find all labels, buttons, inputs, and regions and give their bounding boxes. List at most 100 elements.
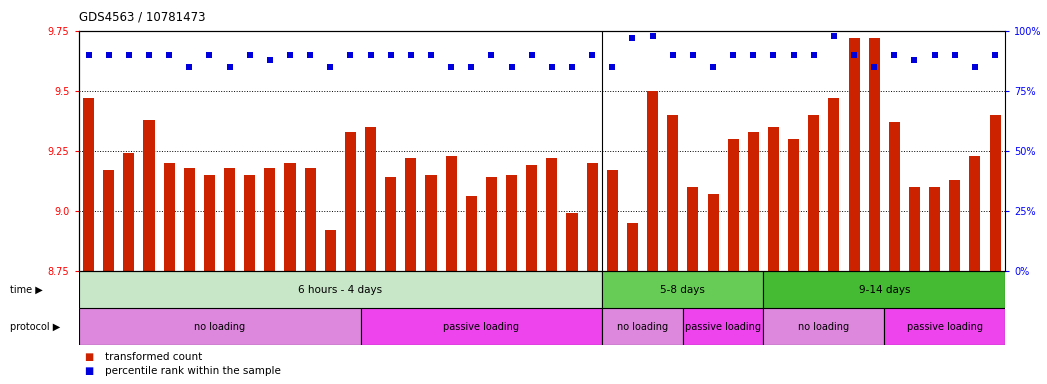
Bar xyxy=(788,139,799,271)
Text: passive loading: passive loading xyxy=(443,322,519,332)
Text: time ▶: time ▶ xyxy=(10,285,43,295)
Bar xyxy=(264,168,275,271)
Point xyxy=(342,52,359,58)
Text: GDS4563 / 10781473: GDS4563 / 10781473 xyxy=(79,10,205,23)
Bar xyxy=(244,175,255,271)
Bar xyxy=(763,308,885,345)
Bar xyxy=(885,308,1005,345)
Bar xyxy=(285,163,295,271)
Point xyxy=(120,52,137,58)
Bar xyxy=(889,122,899,271)
Bar xyxy=(728,139,739,271)
Bar xyxy=(828,98,840,271)
Bar xyxy=(385,177,396,271)
Point xyxy=(805,52,822,58)
Point xyxy=(846,52,863,58)
Bar xyxy=(486,177,497,271)
Point xyxy=(483,52,499,58)
Point xyxy=(785,52,802,58)
Point xyxy=(524,52,540,58)
Text: ■: ■ xyxy=(84,353,93,362)
Bar xyxy=(683,308,763,345)
Point xyxy=(886,52,903,58)
Point xyxy=(262,56,279,63)
Point xyxy=(81,52,97,58)
Point xyxy=(382,52,399,58)
Point xyxy=(946,52,963,58)
Point xyxy=(927,52,943,58)
Text: percentile rank within the sample: percentile rank within the sample xyxy=(105,366,281,376)
Point xyxy=(906,56,922,63)
Point xyxy=(221,64,238,70)
Point xyxy=(242,52,259,58)
Point xyxy=(321,64,338,70)
Bar xyxy=(970,156,980,271)
Point xyxy=(765,52,782,58)
Point xyxy=(402,52,419,58)
Bar xyxy=(748,132,759,271)
Bar xyxy=(848,38,860,271)
Point xyxy=(161,52,178,58)
Bar xyxy=(163,163,175,271)
Point xyxy=(665,52,682,58)
Bar xyxy=(79,271,602,308)
Bar xyxy=(989,115,1001,271)
Point xyxy=(825,33,842,39)
Point xyxy=(685,52,701,58)
Point xyxy=(705,64,721,70)
Bar xyxy=(602,271,763,308)
Point xyxy=(644,33,661,39)
Point xyxy=(423,52,440,58)
Bar xyxy=(365,127,376,271)
Text: protocol ▶: protocol ▶ xyxy=(10,322,61,332)
Bar xyxy=(104,170,114,271)
Point xyxy=(101,52,117,58)
Bar xyxy=(763,271,1005,308)
Bar xyxy=(79,308,360,345)
Point xyxy=(866,64,883,70)
Bar xyxy=(602,308,683,345)
Bar xyxy=(586,163,598,271)
Bar xyxy=(929,187,940,271)
Bar xyxy=(869,38,879,271)
Bar xyxy=(325,230,336,271)
Point xyxy=(745,52,762,58)
Point xyxy=(181,64,198,70)
Bar xyxy=(446,156,456,271)
Text: passive loading: passive loading xyxy=(685,322,761,332)
Bar xyxy=(224,168,236,271)
Bar xyxy=(767,127,779,271)
Text: 6 hours - 4 days: 6 hours - 4 days xyxy=(298,285,382,295)
Bar xyxy=(547,158,557,271)
Point xyxy=(604,64,621,70)
Bar xyxy=(527,165,537,271)
Bar xyxy=(667,115,678,271)
Bar xyxy=(425,175,437,271)
Point xyxy=(201,52,218,58)
Point xyxy=(966,64,983,70)
Text: 9-14 days: 9-14 days xyxy=(859,285,910,295)
Bar xyxy=(360,308,602,345)
Bar xyxy=(506,175,517,271)
Text: transformed count: transformed count xyxy=(105,353,202,362)
Point xyxy=(543,64,560,70)
Point xyxy=(504,64,520,70)
Bar xyxy=(305,168,316,271)
Point xyxy=(986,52,1003,58)
Point xyxy=(624,35,641,41)
Text: no loading: no loading xyxy=(617,322,668,332)
Point xyxy=(725,52,741,58)
Point xyxy=(302,52,318,58)
Bar xyxy=(607,170,618,271)
Point xyxy=(563,64,580,70)
Bar xyxy=(83,98,94,271)
Bar xyxy=(184,168,195,271)
Text: no loading: no loading xyxy=(798,322,849,332)
Text: ■: ■ xyxy=(84,366,93,376)
Point xyxy=(584,52,601,58)
Point xyxy=(140,52,157,58)
Bar xyxy=(627,223,638,271)
Bar xyxy=(708,194,718,271)
Bar xyxy=(688,187,698,271)
Point xyxy=(282,52,298,58)
